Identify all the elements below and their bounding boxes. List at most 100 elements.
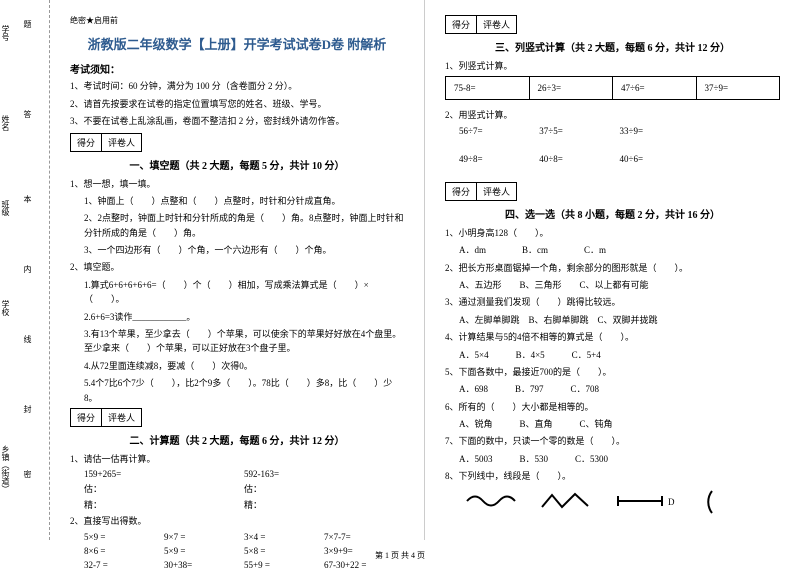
est-cell: 159+265= xyxy=(84,469,244,479)
question-item: 2、把长方形桌面锯掉一个角，剩余部分的图形就是（ ）。 xyxy=(445,261,780,275)
notice-item: 2、请首先按要求在试卷的指定位置填写您的姓名、班级、学号。 xyxy=(70,98,404,112)
score-box: 得分 评卷人 xyxy=(70,408,142,427)
question-stem: 1、请估一估再计算。 xyxy=(70,452,404,466)
page-container: 学号 姓名 班级 学校 乡镇（街道） 题 答 本 内 线 封 密 绝密★启用前 … xyxy=(0,0,800,540)
section-title: 四、选一选（共 8 小题，每题 2 分，共计 16 分） xyxy=(445,206,780,221)
question-item: 2.6+6=3读作____________。 xyxy=(70,310,404,324)
question-item: 3、一个四边形有（ ）个角，一个六边形有（ ）个角。 xyxy=(70,243,404,257)
calc-cell: 56÷7= xyxy=(459,126,539,136)
cut-mark: 答 xyxy=(22,110,33,118)
question-options: A．698 B．797 C．708 xyxy=(445,382,780,396)
est-cell: 592-163= xyxy=(244,469,404,479)
score-label: 得分 xyxy=(71,409,102,426)
question-item: 4、计算结果与5的4倍不相等的算式是（ ）。 xyxy=(445,330,780,344)
cut-mark: 线 xyxy=(22,335,33,343)
question-item: 1、钟面上（ ）点整和（ ）点整时，时针和分针成直角。 xyxy=(70,194,404,208)
score-label: 得分 xyxy=(446,16,477,33)
calc-cell: 33÷9= xyxy=(620,126,700,136)
svg-text:D: D xyxy=(668,497,675,507)
score-label: 得分 xyxy=(71,134,102,151)
question-stem: 1、列竖式计算。 xyxy=(445,59,780,73)
calc-cell: 40÷6= xyxy=(620,154,700,164)
field-class: 班级 xyxy=(0,200,11,216)
question-item: 3、通过测量我们发现（ ）跳得比较远。 xyxy=(445,295,780,309)
calc-cell: 37÷9= xyxy=(696,77,780,100)
question-options: A、五边形 B、三角形 C、以上都有可能 xyxy=(445,278,780,292)
question-stem: 1、想一想，填一填。 xyxy=(70,177,404,191)
cut-mark: 本 xyxy=(22,195,33,203)
zigzag-line-icon xyxy=(540,492,590,512)
field-name: 姓名 xyxy=(0,115,11,131)
est-cell: 估： xyxy=(84,482,244,495)
est-cell: 估： xyxy=(244,482,404,495)
calc-cell: 49÷8= xyxy=(459,154,539,164)
calc-row: 5×9 = 9×7 = 3×4 = 7×7-7= xyxy=(70,532,404,542)
grader-label: 评卷人 xyxy=(102,134,141,151)
section-title: 三、列竖式计算（共 2 大题，每题 6 分，共计 12 分） xyxy=(445,39,780,54)
question-options: A、锐角 B、直角 C、钝角 xyxy=(445,417,780,431)
calc-cell: 37÷5= xyxy=(539,126,619,136)
question-item: 7、下面的数中，只读一个零的数是（ ）。 xyxy=(445,434,780,448)
calc-cell xyxy=(700,154,780,164)
question-item: 3.有13个苹果，至少拿去（ ）个苹果，可以使余下的苹果好好放在4个盘里。至少拿… xyxy=(70,327,404,356)
grader-label: 评卷人 xyxy=(477,183,516,200)
exam-title: 浙教版二年级数学【上册】开学考试试卷D卷 附解析 xyxy=(70,34,404,53)
score-box: 得分 评卷人 xyxy=(445,182,517,201)
secret-label: 绝密★启用前 xyxy=(70,15,404,26)
question-stem: 2、填空题。 xyxy=(70,260,404,274)
calc-cell: 3×4 = xyxy=(244,532,324,542)
shape-options: D xyxy=(445,489,780,516)
est-cell: 精： xyxy=(244,498,404,511)
left-column: 绝密★启用前 浙教版二年级数学【上册】开学考试试卷D卷 附解析 考试须知： 1、… xyxy=(50,0,425,540)
question-item: 5、下面各数中，最接近700的是（ ）。 xyxy=(445,365,780,379)
question-options: A．5003 B．530 C．5300 xyxy=(445,452,780,466)
segment-line-icon: D xyxy=(615,492,665,512)
cut-mark: 内 xyxy=(22,265,33,273)
field-student-id: 学号 xyxy=(0,25,11,41)
binding-column: 学号 姓名 班级 学校 乡镇（街道） 题 答 本 内 线 封 密 xyxy=(0,0,50,540)
calc-cell: 9×7 = xyxy=(164,532,244,542)
notice-item: 1、考试时间：60 分钟，满分为 100 分（含卷面分 2 分）。 xyxy=(70,80,404,94)
question-stem: 2、直接写出得数。 xyxy=(70,514,404,528)
est-row: 159+265= 592-163= xyxy=(70,469,404,479)
calc-cell: 40÷8= xyxy=(539,154,619,164)
field-town: 乡镇（街道） xyxy=(0,445,11,493)
calc-cell: 7×7-7= xyxy=(324,532,404,542)
calc-cell: 75-8= xyxy=(446,77,530,100)
field-school: 学校 xyxy=(0,300,11,316)
section-title: 二、计算题（共 2 大题，每题 6 分，共计 12 分） xyxy=(70,432,404,447)
section-title: 一、填空题（共 2 大题，每题 5 分，共计 10 分） xyxy=(70,157,404,172)
question-item: 8、下列线中，线段是（ ）。 xyxy=(445,469,780,483)
grader-label: 评卷人 xyxy=(477,16,516,33)
est-row: 估： 估： xyxy=(70,482,404,495)
wave-line-icon xyxy=(465,492,515,512)
score-box: 得分 评卷人 xyxy=(445,15,517,34)
notice-title: 考试须知： xyxy=(70,61,404,76)
notice-item: 3、不要在试卷上乱涂乱画，卷面不整洁扣 2 分，密封线外请勿作答。 xyxy=(70,115,404,129)
cut-mark: 题 xyxy=(22,20,33,28)
question-item: 2、2点整时，钟面上时针和分针所成的角是（ ）角。8点整时，钟面上时针和分针所成… xyxy=(70,211,404,240)
question-item: 1.算式6+6+6+6+6=（ ）个（ ）相加，写成乘法算式是（ ）×（ ）。 xyxy=(70,278,404,307)
question-options: A．5×4 B．4×5 C．5+4 xyxy=(445,348,780,362)
calc-row: 49÷8= 40÷8= 40÷6= xyxy=(445,154,780,164)
question-stem: 2、用竖式计算。 xyxy=(445,108,780,122)
est-cell: 精： xyxy=(84,498,244,511)
calc-cell: 47÷6= xyxy=(613,77,697,100)
vertical-calc-table: 75-8= 26÷3= 47÷6= 37÷9= xyxy=(445,76,780,100)
grader-label: 评卷人 xyxy=(102,409,141,426)
score-box: 得分 评卷人 xyxy=(70,133,142,152)
cut-mark: 密 xyxy=(22,470,33,478)
content-area: 绝密★启用前 浙教版二年级数学【上册】开学考试试卷D卷 附解析 考试须知： 1、… xyxy=(50,0,800,540)
calc-cell xyxy=(700,126,780,136)
question-item: 6、所有的（ ）大小都是相等的。 xyxy=(445,400,780,414)
calc-row: 56÷7= 37÷5= 33÷9= xyxy=(445,126,780,136)
calc-cell: 5×9 = xyxy=(84,532,164,542)
right-column: 得分 评卷人 三、列竖式计算（共 2 大题，每题 6 分，共计 12 分） 1、… xyxy=(425,0,800,540)
question-item: 5.4个7比6个7少（ ），比2个9多（ ）。78比（ ）多8，比（ ）少8。 xyxy=(70,376,404,405)
question-options: A、左脚单脚跳 B、右脚单脚跳 C、双脚并拢跳 xyxy=(445,313,780,327)
score-label: 得分 xyxy=(446,183,477,200)
arc-line-icon xyxy=(690,489,720,516)
calc-cell: 26÷3= xyxy=(529,77,613,100)
question-item: 1、小明身高128（ ）。 xyxy=(445,226,780,240)
cut-mark: 封 xyxy=(22,405,33,413)
